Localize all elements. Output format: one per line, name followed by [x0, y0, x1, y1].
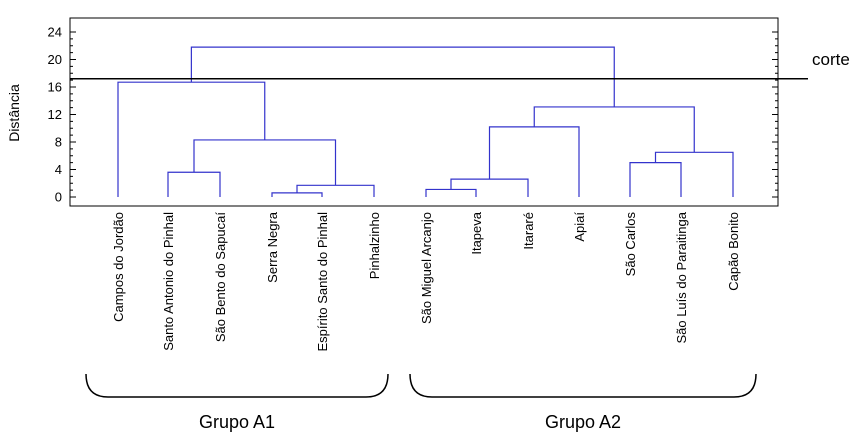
dendrogram-link — [654, 151, 734, 197]
plot-frame — [69, 17, 779, 207]
plot-border — [69, 17, 779, 207]
dendrogram-link — [488, 126, 580, 197]
dendrogram-link — [425, 188, 477, 197]
dendrogram-link — [296, 184, 375, 197]
group-label: Grupo A2 — [545, 412, 621, 432]
dendrogram-link — [533, 106, 695, 153]
leaf-label: Apiaí — [572, 212, 587, 242]
leaf-label: São Carlos — [623, 212, 638, 277]
y-tick-label: 12 — [48, 107, 62, 122]
leaf-label: Santo Antonio do Pinhal — [161, 212, 176, 351]
dendrogram-link — [167, 171, 221, 197]
leaf-labels: Campos do Jordão Santo Antonio do Pinhal S… — [111, 211, 741, 351]
cut-line-group: corte — [70, 50, 850, 80]
dendrogram-link — [190, 46, 615, 107]
dendrogram-link — [271, 192, 323, 197]
y-tick-label: 0 — [55, 190, 62, 205]
y-tick-label: 4 — [55, 162, 62, 177]
leaf-label: Itapeva — [469, 211, 484, 254]
leaf-label: São Bento do Sapucaí — [213, 212, 228, 342]
group-label: Grupo A1 — [199, 412, 275, 432]
leaf-label: São Luís do Paraitinga — [674, 211, 689, 343]
group-brackets: Grupo A1 Grupo A2 — [85, 373, 757, 432]
dendrogram-links — [117, 46, 734, 197]
leaf-label: Itararé — [521, 212, 536, 250]
y-axis: 0 4 8 12 16 20 24 — [48, 25, 778, 205]
leaf-label: Capão Bonito — [726, 212, 741, 291]
leaf-label: Campos do Jordão — [111, 212, 126, 322]
dendrogram-link — [193, 139, 337, 186]
dendrogram-link — [450, 178, 529, 197]
group-bracket — [409, 373, 757, 398]
cut-label: corte — [812, 50, 850, 69]
group-bracket — [85, 373, 389, 398]
leaf-label: Espírito Santo do Pinhal — [315, 212, 330, 352]
leaf-label: Serra Negra — [265, 211, 280, 283]
y-tick-label: 24 — [48, 25, 62, 40]
leaf-label: São Miguel Arcanjo — [419, 212, 434, 324]
y-axis-label: Distância — [6, 84, 22, 142]
y-tick-label: 20 — [48, 52, 62, 67]
y-tick-label: 8 — [55, 135, 62, 150]
leaf-label: Pinhalzinho — [367, 212, 382, 279]
y-tick-label: 16 — [48, 80, 62, 95]
dendrogram-link — [629, 162, 682, 197]
